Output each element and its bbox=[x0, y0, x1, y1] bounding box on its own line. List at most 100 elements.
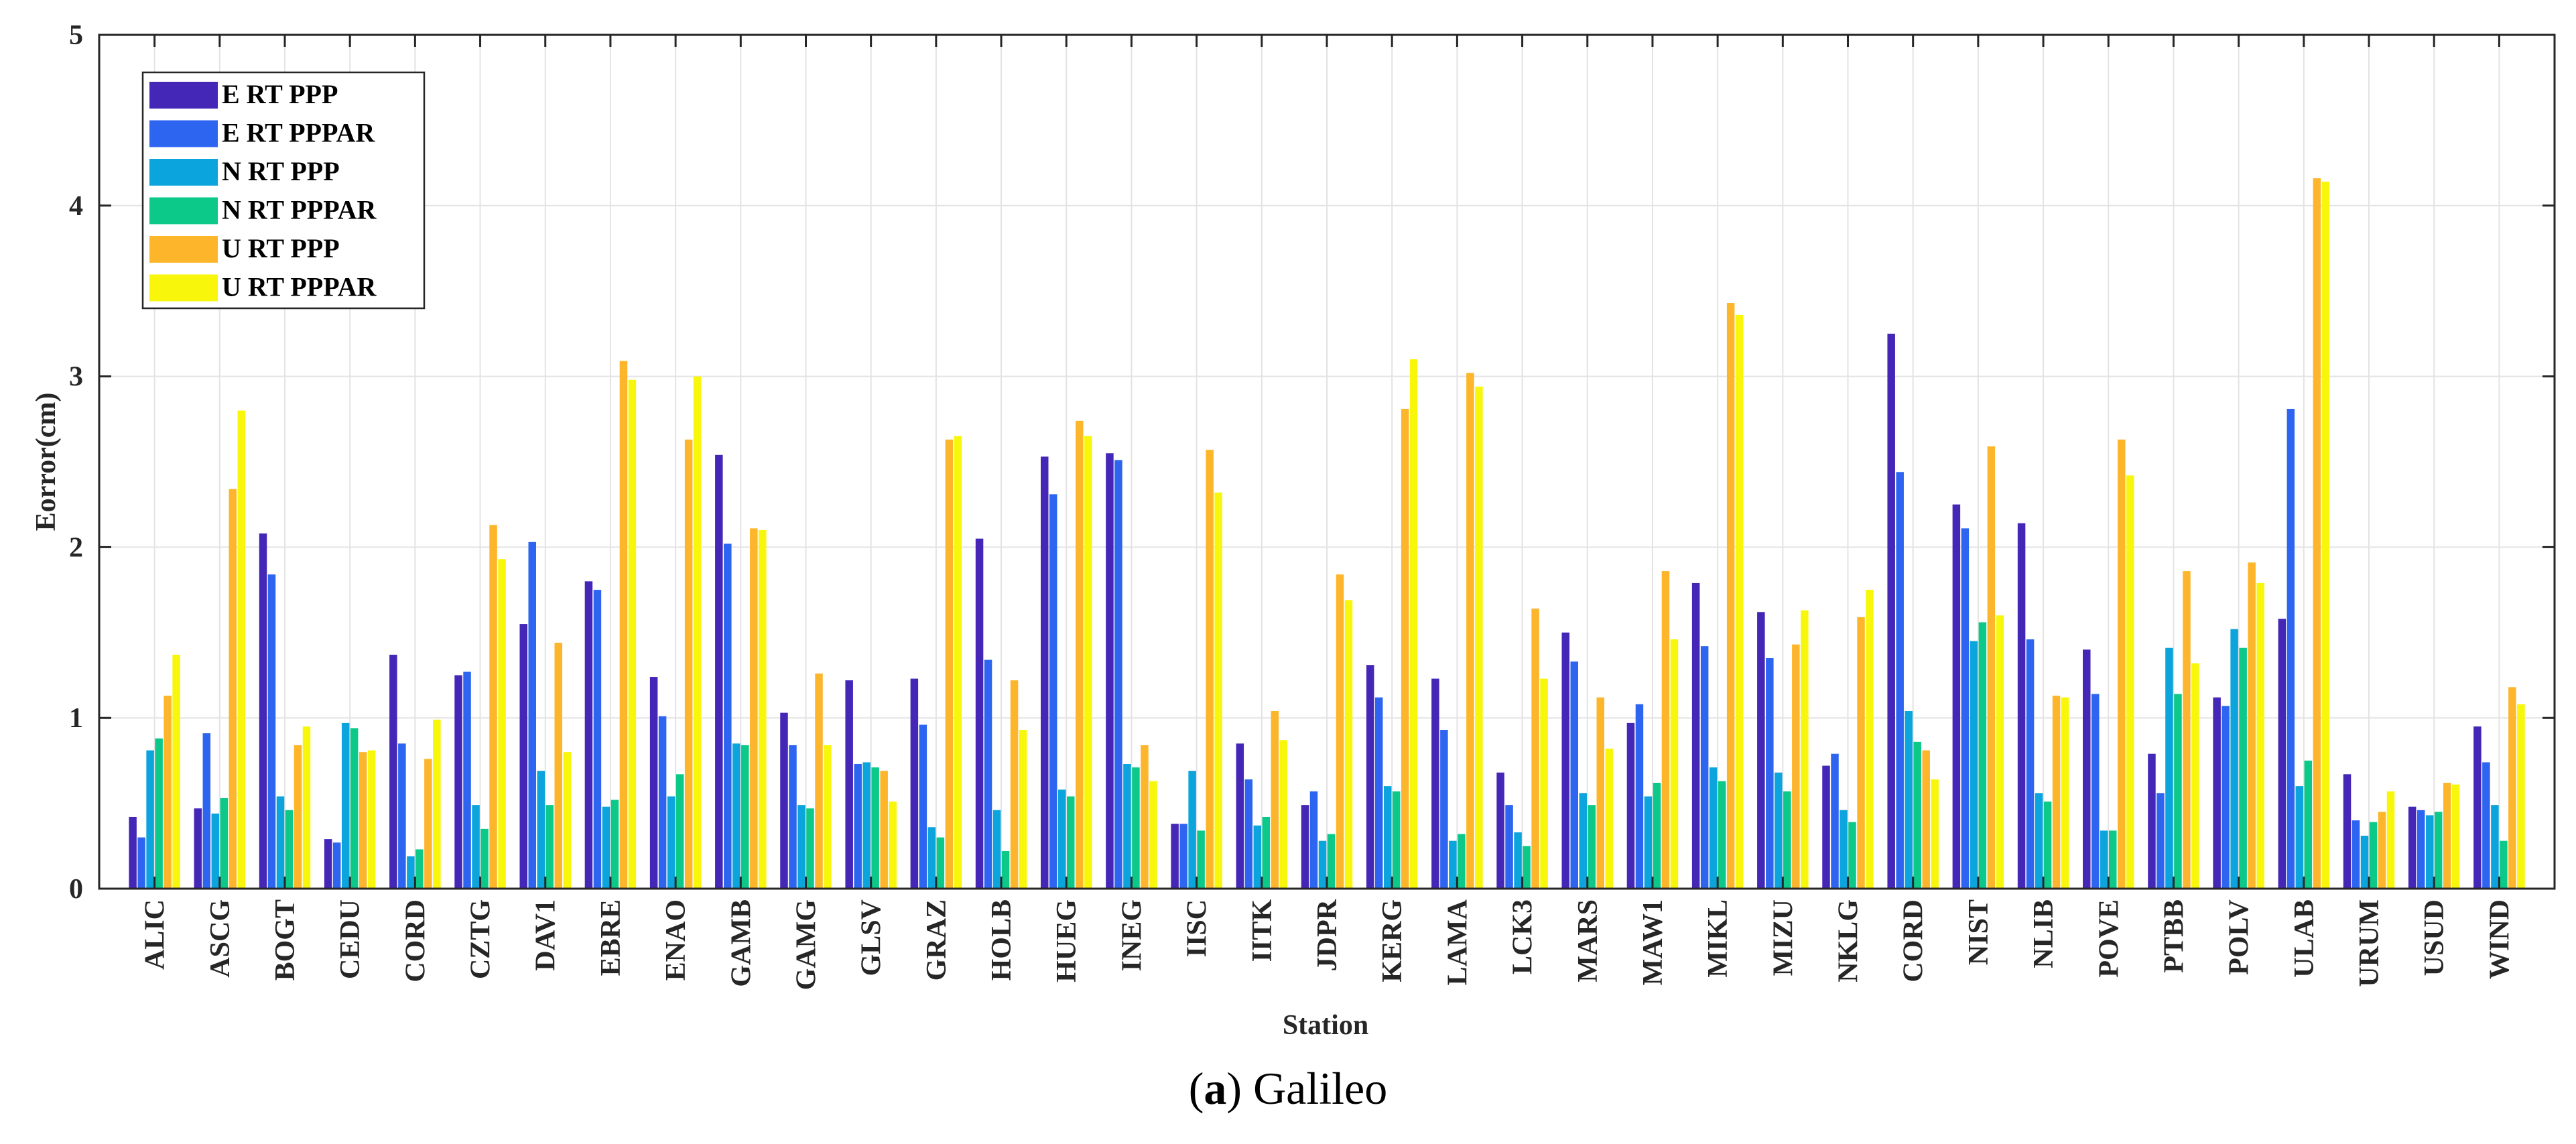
bar-ascg-s3 bbox=[211, 813, 220, 889]
bar-alic-s6 bbox=[172, 654, 180, 889]
bar-polv-s6 bbox=[2256, 582, 2264, 889]
bar-usud-s6 bbox=[2451, 784, 2460, 889]
y-tick-labels: 0 1 2 3 4 5 bbox=[69, 20, 83, 905]
bar-ebre-s5 bbox=[619, 361, 628, 889]
bar-iisc-s5 bbox=[1206, 450, 1214, 889]
bar-holb-s6 bbox=[1019, 730, 1027, 889]
bar-nist-s4 bbox=[1978, 622, 1987, 889]
bar-mizu-s4 bbox=[1783, 791, 1791, 889]
bar-polv-s4 bbox=[2239, 647, 2247, 889]
x-axis-label: Station bbox=[1283, 1010, 1368, 1041]
bar-nklg-s3 bbox=[1840, 810, 1848, 889]
x-tick-labels: ALIC ASCG BOGT CEDU CORD CZTG DAV1 EBRE ENAO GAMB… bbox=[140, 899, 2516, 990]
bar-cord-s2 bbox=[398, 743, 406, 889]
bar-iisc-s2 bbox=[1179, 824, 1187, 889]
bar-cztg-s6 bbox=[498, 559, 506, 889]
bar-jdpr-s6 bbox=[1344, 600, 1353, 889]
bar-dav1-s5 bbox=[554, 643, 562, 889]
bar-ptbb-s5 bbox=[2183, 571, 2191, 889]
bar-jdpr-s2 bbox=[1309, 791, 1318, 889]
axis-ticks bbox=[99, 34, 2555, 890]
bar-nklg-s1 bbox=[1822, 765, 1830, 889]
bar-bogt-s4 bbox=[285, 810, 294, 889]
bar-urum-s3 bbox=[2360, 836, 2369, 889]
bar-urum-s4 bbox=[2369, 822, 2378, 889]
bar-lck3-s5 bbox=[1531, 609, 1539, 889]
bar-cztg-s1 bbox=[454, 675, 462, 889]
bar-ulab-s6 bbox=[2321, 182, 2330, 889]
bar-enao-s4 bbox=[675, 774, 684, 889]
bar-maw1-s1 bbox=[1626, 722, 1635, 889]
legend-label: U RT PPPAR bbox=[222, 272, 377, 302]
bar-ineg-s4 bbox=[1132, 767, 1140, 889]
legend-label: N RT PPPAR bbox=[222, 195, 377, 225]
bar-wind-s3 bbox=[2491, 805, 2499, 889]
bar-ineg-s5 bbox=[1141, 745, 1149, 889]
caption-text: Galileo bbox=[1253, 1063, 1388, 1114]
bar-lama-s6 bbox=[1475, 386, 1483, 889]
bars bbox=[129, 178, 2525, 889]
bar-ptbb-s2 bbox=[2156, 793, 2165, 889]
bar-ineg-s3 bbox=[1123, 764, 1131, 889]
bar-pove-s2 bbox=[2091, 694, 2100, 889]
x-tick-label: PTBB bbox=[2159, 899, 2189, 973]
bar-kerg-s3 bbox=[1383, 786, 1392, 889]
bar-mizu-s3 bbox=[1775, 772, 1783, 889]
figure-caption: (a) Galileo bbox=[1188, 1063, 1388, 1114]
bar-lama-s5 bbox=[1466, 373, 1474, 889]
bar-cord-s1 bbox=[1887, 333, 1895, 889]
x-tick-label: MIZU bbox=[1768, 899, 1799, 976]
bar-lama-s3 bbox=[1449, 840, 1457, 889]
bar-gamg-s5 bbox=[815, 673, 823, 889]
legend-swatch bbox=[149, 120, 218, 147]
bar-ascg-s5 bbox=[229, 489, 237, 889]
bar-iitk-s6 bbox=[1279, 740, 1288, 889]
bar-hueg-s1 bbox=[1041, 456, 1049, 889]
bar-graz-s5 bbox=[945, 439, 954, 889]
bar-gamb-s5 bbox=[750, 528, 758, 889]
x-tick-label: WIND bbox=[2484, 899, 2515, 979]
bar-iitk-s3 bbox=[1253, 825, 1262, 889]
bar-cord-s2 bbox=[1896, 472, 1904, 889]
bar-pove-s3 bbox=[2100, 830, 2108, 889]
bar-ptbb-s6 bbox=[2191, 663, 2199, 889]
bar-pove-s5 bbox=[2118, 439, 2126, 889]
bar-gamg-s6 bbox=[824, 745, 832, 889]
x-tick-label: HOLB bbox=[986, 899, 1017, 980]
bar-cedu-s1 bbox=[324, 839, 332, 889]
bar-urum-s6 bbox=[2386, 791, 2395, 889]
bar-cord-s5 bbox=[424, 759, 432, 889]
bar-nist-s6 bbox=[1996, 615, 2004, 889]
bar-ulab-s1 bbox=[2278, 619, 2287, 889]
bar-holb-s2 bbox=[984, 659, 992, 889]
bar-wind-s4 bbox=[2500, 840, 2508, 889]
bar-cztg-s2 bbox=[463, 672, 471, 889]
bar-ascg-s1 bbox=[194, 808, 202, 889]
bar-iitk-s4 bbox=[1262, 816, 1271, 889]
x-tick-label: CORD bbox=[400, 899, 431, 982]
bar-cord-s3 bbox=[407, 856, 415, 889]
bar-enao-s1 bbox=[649, 677, 658, 889]
y-tick-label: 1 bbox=[69, 703, 83, 734]
x-tick-label: POVE bbox=[2094, 899, 2124, 978]
bar-nlib-s1 bbox=[2017, 523, 2026, 889]
bar-usud-s3 bbox=[2425, 815, 2434, 889]
legend-swatch bbox=[149, 82, 218, 109]
bar-ptbb-s3 bbox=[2165, 647, 2173, 889]
x-tick-label: LCK3 bbox=[1508, 899, 1539, 974]
bar-mizu-s1 bbox=[1757, 612, 1765, 889]
bar-hueg-s4 bbox=[1067, 796, 1075, 889]
caption-letter: a bbox=[1204, 1063, 1227, 1114]
bar-nklg-s5 bbox=[1857, 617, 1865, 889]
bar-ebre-s1 bbox=[584, 581, 593, 889]
bar-wind-s6 bbox=[2517, 704, 2525, 889]
x-tick-label: DAV1 bbox=[531, 899, 562, 971]
bar-ebre-s6 bbox=[628, 379, 637, 889]
legend-label: E RT PPPAR bbox=[222, 118, 375, 148]
x-tick-label: KERG bbox=[1377, 899, 1408, 982]
x-tick-label: CORD bbox=[1898, 899, 1929, 982]
bar-mizu-s2 bbox=[1766, 658, 1774, 889]
bar-ineg-s2 bbox=[1114, 460, 1122, 889]
bar-enao-s6 bbox=[693, 376, 702, 889]
